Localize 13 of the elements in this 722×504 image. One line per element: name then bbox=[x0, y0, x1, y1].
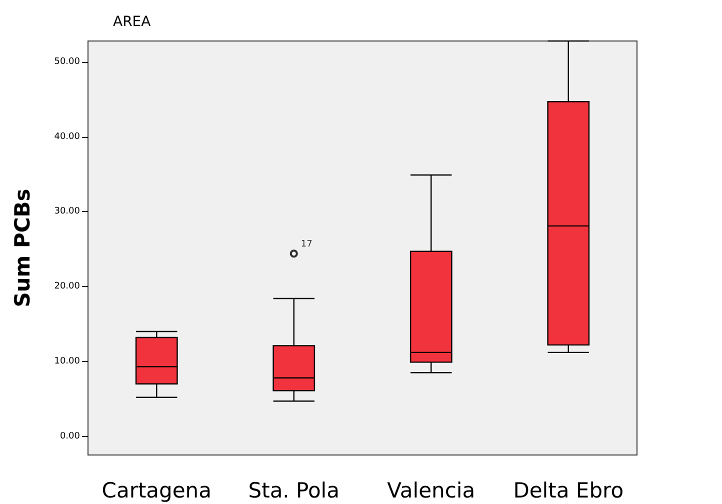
y-tick-label: 0.00 bbox=[60, 431, 80, 442]
annotation: 17 bbox=[300, 240, 312, 250]
y-tick-label: 50.00 bbox=[54, 56, 80, 67]
y-tick-label: 10.00 bbox=[54, 356, 80, 366]
x-tick-label: Cartagena bbox=[102, 478, 212, 502]
y-axis-title: Sum PCBs bbox=[10, 188, 34, 308]
y-tick-label: 30.00 bbox=[54, 206, 80, 217]
chart-title: AREA bbox=[113, 14, 152, 30]
x-tick-label: Valencia bbox=[387, 478, 476, 502]
y-tick-label: 40.00 bbox=[54, 132, 80, 142]
x-tick-label: Sta. Pola bbox=[248, 478, 340, 502]
x-tick-label: Delta Ebro bbox=[513, 478, 624, 502]
y-tick-label: 20.00 bbox=[54, 282, 80, 292]
